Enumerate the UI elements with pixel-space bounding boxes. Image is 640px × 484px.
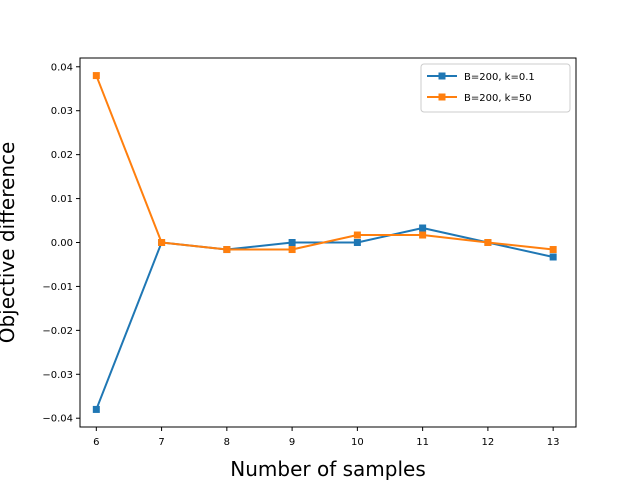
data-point xyxy=(288,239,296,246)
x-tick-label: 8 xyxy=(224,437,230,448)
y-tick-label: 0.01 xyxy=(51,194,73,205)
data-point xyxy=(353,231,361,239)
data-point xyxy=(158,239,166,246)
plot-frame xyxy=(79,57,577,428)
y-tick-label: 0.02 xyxy=(51,150,73,161)
data-point xyxy=(353,239,361,246)
legend-item: B=200, k=50 xyxy=(427,93,532,104)
x-tick-label: 10 xyxy=(351,437,364,448)
y-tick-label: −0.02 xyxy=(42,326,73,337)
legend-marker xyxy=(438,72,446,80)
y-tick-label: −0.01 xyxy=(42,282,73,293)
x-tick-label: 6 xyxy=(93,437,99,448)
data-point xyxy=(419,231,427,239)
legend-item: B=200, k=0.1 xyxy=(427,72,535,83)
data-point xyxy=(92,72,100,80)
legend-label: B=200, k=0.1 xyxy=(464,72,535,83)
x-tick-label: 9 xyxy=(289,437,295,448)
y-tick-label: 0.03 xyxy=(51,106,73,117)
x-axis-label: Number of samples xyxy=(230,457,425,480)
series-line xyxy=(95,75,554,251)
y-axis-label: Objective difference xyxy=(0,142,19,344)
y-tick-label: 0.04 xyxy=(51,62,73,73)
legend-marker xyxy=(438,93,446,101)
data-point xyxy=(549,253,557,261)
data-point xyxy=(223,246,231,254)
series-2 xyxy=(92,72,557,254)
series-layer xyxy=(92,72,557,413)
ticks-layer: 6 7 8 9 10 11 12 13 −0.04 −0.03 −0.02 −0.01 0.00 0.01… xyxy=(42,62,559,448)
data-point xyxy=(92,405,100,413)
series-line xyxy=(95,227,554,410)
y-tick-label: 0.00 xyxy=(51,238,73,249)
legend-box xyxy=(420,63,571,113)
y-tick-label: −0.04 xyxy=(42,414,73,425)
y-tick-label: −0.03 xyxy=(42,370,73,381)
data-point xyxy=(288,246,296,254)
x-tick-label: 12 xyxy=(482,437,495,448)
data-point xyxy=(484,239,492,246)
x-tick-label: 13 xyxy=(547,437,560,448)
x-tick-label: 11 xyxy=(416,437,429,448)
legend-label: B=200, k=50 xyxy=(464,93,532,104)
data-point xyxy=(549,246,557,254)
data-point xyxy=(419,224,427,232)
series-1 xyxy=(92,224,557,413)
x-tick-label: 7 xyxy=(158,437,164,448)
legend: B=200, k=0.1 B=200, k=50 xyxy=(420,63,571,113)
